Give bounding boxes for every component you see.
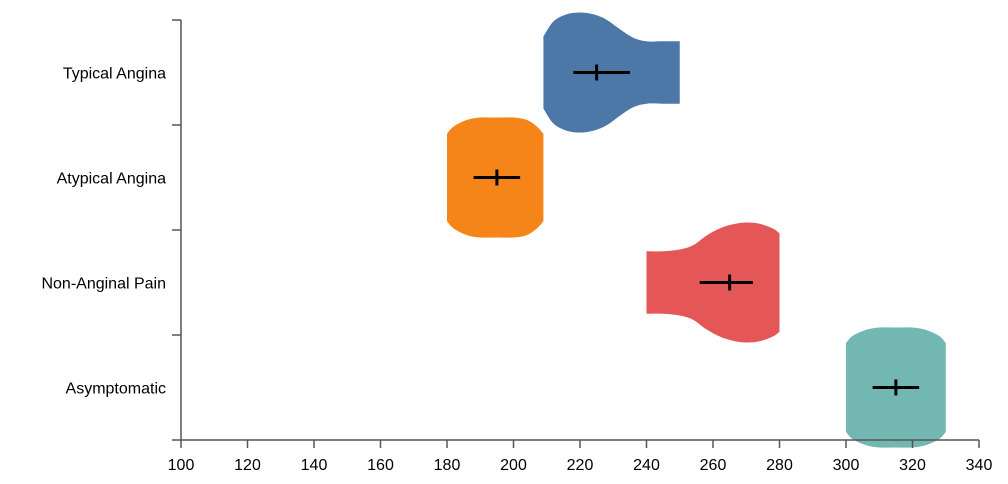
x-tick-label: 240 — [633, 457, 660, 474]
x-tick-label: 340 — [966, 457, 993, 474]
x-tick-label: 320 — [899, 457, 926, 474]
y-tick-label: Asymptomatic — [66, 381, 166, 398]
x-tick-label: 180 — [434, 457, 461, 474]
x-tick-label: 300 — [833, 457, 860, 474]
plot-area — [447, 12, 946, 448]
axes: Typical Angina Atypical Angina Non-Anginal… — [41, 19, 993, 474]
y-tick-label: Typical Angina — [63, 66, 166, 83]
x-tick-label: 100 — [168, 457, 195, 474]
x-tick-label: 280 — [766, 457, 793, 474]
x-tick-label: 120 — [234, 457, 261, 474]
x-tick-label: 220 — [567, 457, 594, 474]
y-tick-label: Non-Anginal Pain — [41, 276, 166, 293]
x-tick-label: 200 — [500, 457, 527, 474]
x-tick-label: 140 — [301, 457, 328, 474]
y-tick-label: Atypical Angina — [57, 171, 167, 188]
x-tick-label: 260 — [700, 457, 727, 474]
x-tick-label: 160 — [367, 457, 394, 474]
